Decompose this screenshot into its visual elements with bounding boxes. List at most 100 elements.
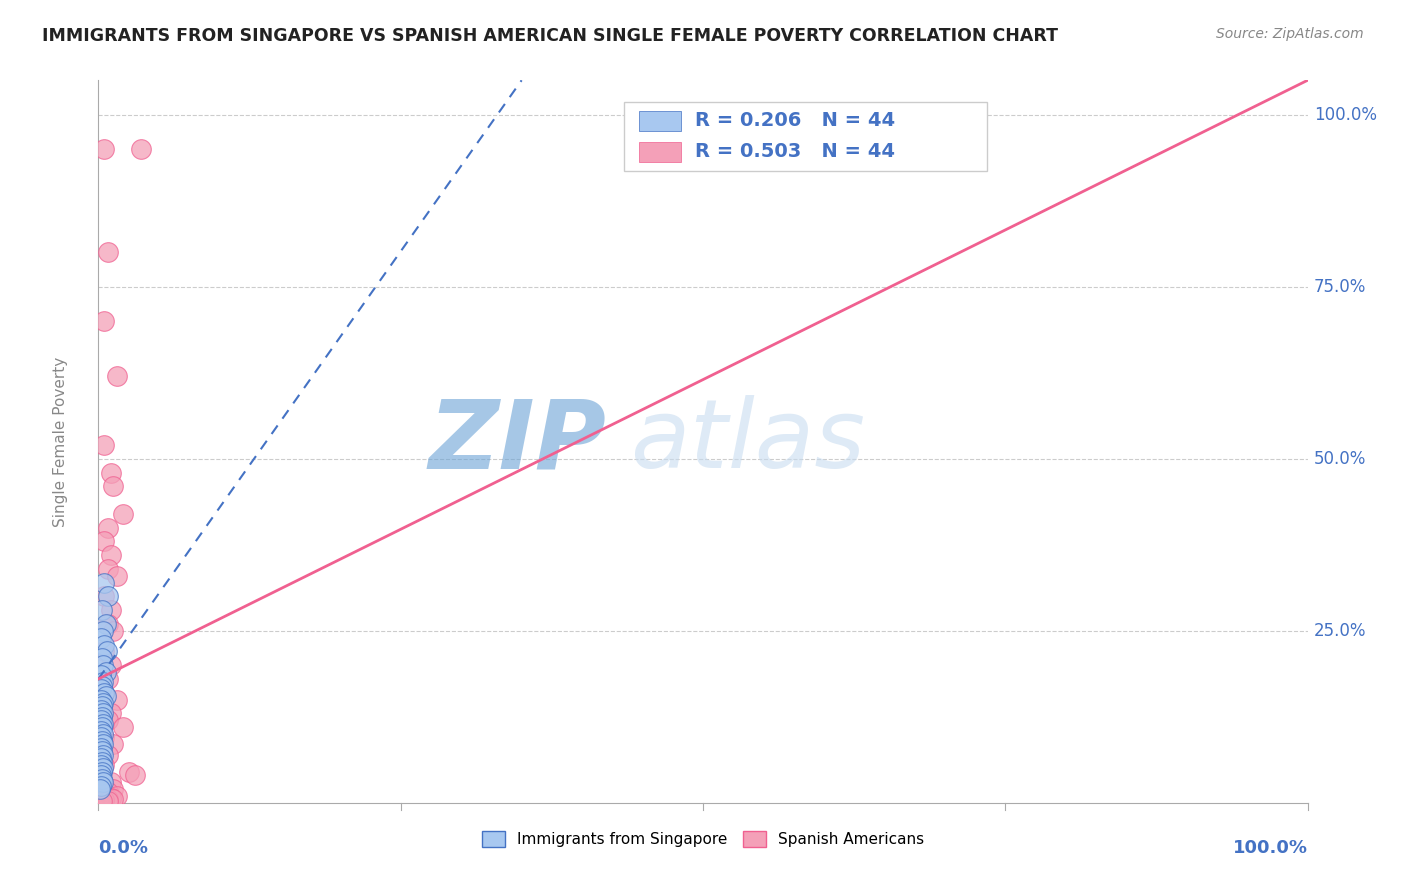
Point xyxy=(90,682,112,697)
Point xyxy=(93,438,115,452)
Point xyxy=(111,507,134,521)
Point xyxy=(90,692,112,706)
Point xyxy=(97,616,120,631)
Point xyxy=(90,713,112,727)
Point xyxy=(105,369,128,384)
Point xyxy=(118,764,141,779)
Point xyxy=(91,794,114,808)
Point xyxy=(97,672,120,686)
Point xyxy=(105,568,128,582)
Point xyxy=(93,686,115,700)
Point xyxy=(91,747,114,762)
Point xyxy=(93,638,115,652)
Point xyxy=(90,768,112,782)
Point xyxy=(101,792,124,806)
Point xyxy=(101,624,124,638)
Point xyxy=(111,720,134,734)
Point xyxy=(90,740,112,755)
Point xyxy=(93,575,115,590)
Text: ZIP: ZIP xyxy=(429,395,606,488)
Point xyxy=(100,603,122,617)
Point xyxy=(91,737,114,751)
Text: Single Female Poverty: Single Female Poverty xyxy=(53,357,69,526)
Point xyxy=(96,644,118,658)
Point xyxy=(91,699,114,714)
Point xyxy=(97,747,120,762)
Text: R = 0.503   N = 44: R = 0.503 N = 44 xyxy=(695,143,894,161)
Point xyxy=(93,793,115,807)
Point xyxy=(91,734,114,748)
Point xyxy=(93,590,115,604)
Point xyxy=(97,794,120,808)
Point xyxy=(93,790,115,805)
Text: R = 0.206   N = 44: R = 0.206 N = 44 xyxy=(695,112,894,130)
Point xyxy=(129,142,152,156)
Point xyxy=(90,779,112,793)
Text: 100.0%: 100.0% xyxy=(1313,105,1376,124)
Point xyxy=(90,731,112,745)
Point xyxy=(97,590,120,604)
Point xyxy=(100,548,122,562)
Point xyxy=(91,764,114,779)
Point xyxy=(91,706,114,721)
Point xyxy=(90,703,112,717)
Point xyxy=(100,466,122,480)
Point xyxy=(90,751,112,765)
Point xyxy=(100,706,122,721)
Point xyxy=(91,755,114,769)
Point xyxy=(90,758,112,772)
Point xyxy=(91,679,114,693)
Text: IMMIGRANTS FROM SINGAPORE VS SPANISH AMERICAN SINGLE FEMALE POVERTY CORRELATION : IMMIGRANTS FROM SINGAPORE VS SPANISH AME… xyxy=(42,27,1059,45)
Point xyxy=(91,775,114,789)
Point xyxy=(91,744,114,758)
Point xyxy=(124,768,146,782)
Point xyxy=(97,520,120,534)
Point xyxy=(101,737,124,751)
Point xyxy=(91,761,114,775)
Text: atlas: atlas xyxy=(630,395,866,488)
Point xyxy=(94,616,117,631)
Point xyxy=(100,658,122,673)
Point xyxy=(91,675,114,690)
Text: 50.0%: 50.0% xyxy=(1313,450,1367,467)
Point xyxy=(97,562,120,576)
Text: 0.0%: 0.0% xyxy=(98,838,149,857)
Point xyxy=(91,710,114,724)
Point xyxy=(93,758,115,772)
Point xyxy=(91,772,114,786)
Text: 100.0%: 100.0% xyxy=(1233,838,1308,857)
Point xyxy=(101,782,124,797)
Point xyxy=(97,245,120,260)
Point xyxy=(93,779,115,793)
Point xyxy=(91,727,114,741)
Point xyxy=(89,782,111,797)
Text: 25.0%: 25.0% xyxy=(1313,622,1367,640)
Point xyxy=(100,791,122,805)
Bar xyxy=(638,111,682,131)
Point xyxy=(91,696,114,710)
Point xyxy=(93,314,115,328)
Point xyxy=(97,785,120,799)
Point xyxy=(93,731,115,745)
Point xyxy=(93,644,115,658)
Point xyxy=(91,720,114,734)
Point xyxy=(105,789,128,803)
Point xyxy=(91,624,114,638)
Point xyxy=(105,692,128,706)
Legend: Immigrants from Singapore, Spanish Americans: Immigrants from Singapore, Spanish Ameri… xyxy=(475,825,931,853)
Text: 75.0%: 75.0% xyxy=(1313,277,1367,296)
Point xyxy=(100,775,122,789)
Point xyxy=(90,631,112,645)
Point xyxy=(91,716,114,731)
Point xyxy=(93,534,115,549)
Point xyxy=(101,479,124,493)
Point xyxy=(90,668,112,682)
Point xyxy=(94,665,117,679)
Point xyxy=(91,603,114,617)
Bar xyxy=(624,102,987,170)
Point xyxy=(97,791,120,805)
Point xyxy=(91,658,114,673)
Point xyxy=(97,713,120,727)
Bar xyxy=(638,142,682,162)
Point xyxy=(91,651,114,665)
